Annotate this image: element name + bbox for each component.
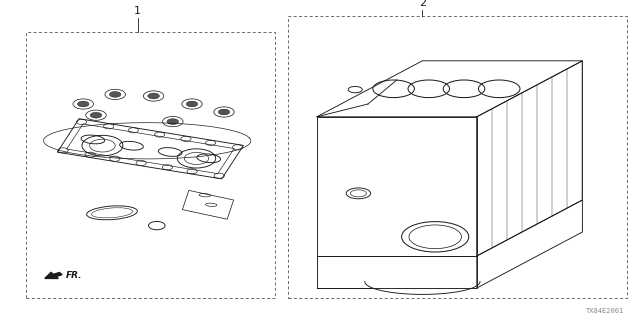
Circle shape	[109, 92, 121, 97]
Circle shape	[218, 109, 230, 115]
Circle shape	[90, 112, 102, 118]
Text: TX84E2001: TX84E2001	[586, 308, 624, 314]
FancyArrow shape	[45, 272, 62, 278]
Circle shape	[186, 101, 198, 107]
Text: FR.: FR.	[66, 271, 83, 280]
Text: 1: 1	[134, 6, 141, 16]
Circle shape	[167, 119, 179, 124]
Circle shape	[77, 101, 89, 107]
Circle shape	[148, 93, 159, 99]
Text: 2: 2	[419, 0, 426, 8]
